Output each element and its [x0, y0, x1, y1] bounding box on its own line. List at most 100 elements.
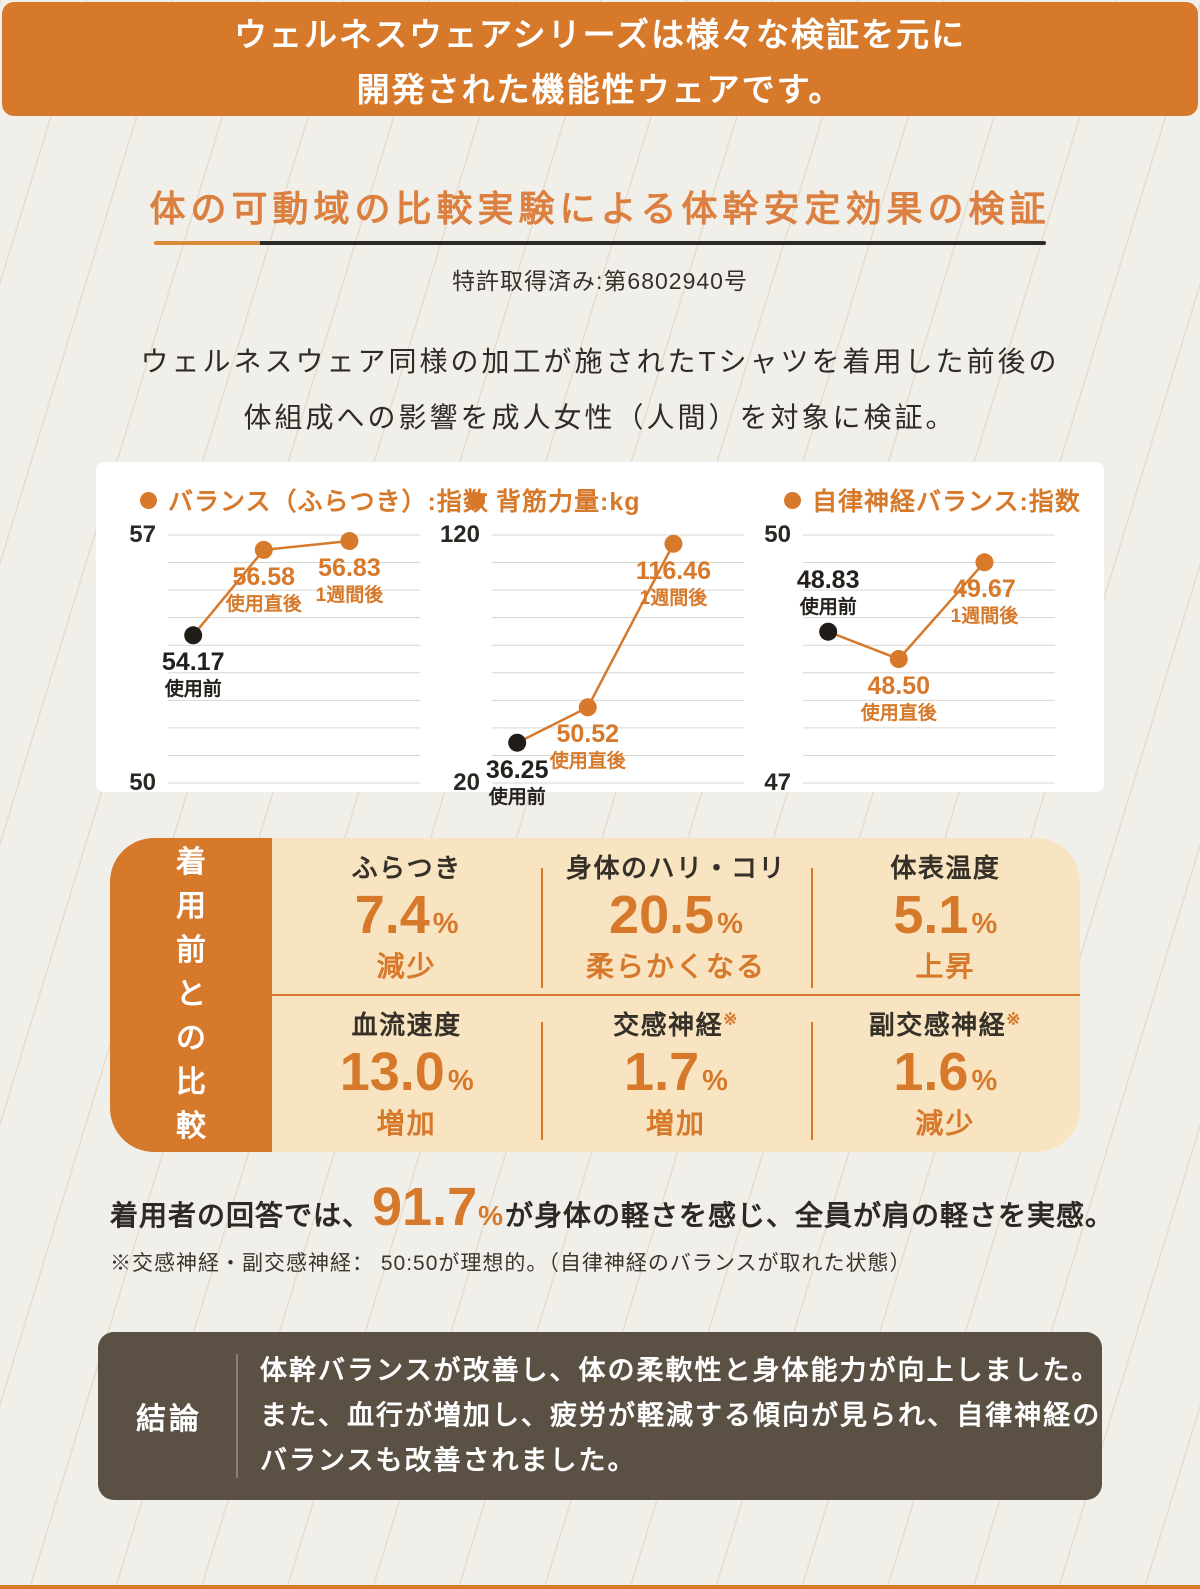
cell-value-unit: % [971, 908, 998, 941]
cell-metric-label: ふらつき [351, 853, 462, 884]
cell-value-unit: % [717, 908, 743, 941]
cell-note-mark: ※ [723, 1009, 739, 1029]
cell-value: 5.1% [893, 885, 998, 946]
chart-point [254, 540, 273, 559]
table-column-divider [541, 868, 543, 988]
chart-point [664, 534, 683, 553]
table-column-divider [811, 1022, 813, 1140]
comparison-cell: 血流速度 13.0% 増加 [272, 995, 541, 1152]
cell-value-number: 1.6 [893, 1042, 969, 1103]
comparison-cell: 身体のハリ・コリ 20.5% 柔らかくなる [541, 838, 810, 995]
experiment-description: ウェルネスウェア同様の加工が施されたTシャツを着用した前後の 体組成への影響を成… [0, 334, 1200, 446]
point-value: 48.83 [796, 566, 860, 595]
cell-value-unit: % [971, 1065, 998, 1098]
point-value: 56.58 [232, 562, 296, 591]
chart-point [819, 622, 838, 641]
conclusion-box: 結論 体幹バランスが改善し、体の柔軟性と身体能力が向上しました。 また、血行が増… [98, 1332, 1102, 1500]
cell-value: 1.7% [624, 1043, 728, 1102]
cell-value: 20.5% [609, 885, 743, 946]
point-category: 使用前 [164, 679, 222, 701]
point-label: 48.50 使用直後 [824, 672, 974, 724]
banner-line-1: ウェルネスウェアシリーズは様々な検証を元に [233, 15, 967, 53]
chart-plot-area [168, 532, 420, 784]
point-category: 使用直後 [549, 751, 626, 773]
point-label: 50.52 使用直後 [513, 720, 663, 772]
point-value: 56.83 [318, 554, 381, 583]
axis-max-label: 50 [764, 521, 791, 548]
point-label: 54.17 使用前 [118, 648, 268, 700]
point-category: 1週間後 [950, 606, 1019, 628]
legend-autonomic: 自律神経バランス:指数 [784, 482, 1081, 518]
point-value: 50.52 [556, 720, 620, 749]
point-value: 36.25 [485, 755, 549, 784]
survey-prefix: 着用者の回答では、 [110, 1200, 372, 1231]
legend-dot-icon [140, 491, 157, 509]
table-column-divider [811, 868, 813, 988]
point-category: 1週間後 [639, 587, 708, 609]
conclusion-label: 結論 [136, 1403, 202, 1436]
section-heading: 体の可動域の比較実験による体幹安定効果の検証 特許取得済み:第6802940号 [0, 180, 1200, 296]
cell-effect: 柔らかくなる [585, 950, 766, 982]
comparison-sidebar-label: 着用前との比較 [110, 838, 272, 1152]
line-chart-back-strength: 120 20 36.25 使用前 50.52 使用直後 116.46 1週間後 [440, 521, 744, 808]
cell-value: 7.4% [354, 885, 459, 946]
comparison-cell: 副交感神経※ 1.6% 減少 [811, 995, 1080, 1152]
point-category: 使用直後 [860, 703, 937, 724]
point-category: 使用直後 [225, 593, 302, 615]
cell-metric-label: 身体のハリ・コリ [565, 853, 786, 884]
comparison-cell: 体表温度 5.1% 上昇 [811, 838, 1080, 995]
cell-metric-label: 血流速度 [351, 1010, 462, 1041]
cell-value-number: 13.0 [339, 1042, 445, 1103]
chart-point [889, 650, 908, 668]
legend-label: 背筋力量:kg [496, 488, 641, 516]
chart-point [184, 626, 203, 645]
cell-effect: 上昇 [915, 950, 976, 982]
survey-percentage: 91.7 [372, 1177, 478, 1237]
point-category: 使用前 [799, 597, 857, 619]
point-value: 116.46 [635, 556, 711, 585]
cell-value-unit: % [432, 908, 459, 941]
axis-min-label: 47 [764, 769, 791, 796]
point-label: 116.46 1週間後 [598, 557, 748, 609]
sidebar-char: 較 [176, 1110, 206, 1143]
bottom-accent-bar [0, 1585, 1200, 1589]
comparison-cells: ふらつき 7.4% 減少 身体のハリ・コリ 20.5% 柔らかくなる 体表温度 5.1% 上昇血… [272, 838, 1080, 1152]
point-value: 54.17 [161, 648, 225, 677]
cell-note-mark: ※ [1006, 1009, 1022, 1029]
conclusion-line-3: バランスも改善されました。 [260, 1445, 637, 1476]
cell-value-unit: % [702, 1065, 728, 1098]
point-value: 48.50 [867, 672, 931, 700]
description-line-1: ウェルネスウェア同様の加工が施されたTシャツを着用した前後の [140, 346, 1060, 377]
cell-effect: 減少 [915, 1107, 976, 1139]
cell-value-number: 7.4 [354, 885, 430, 946]
sidebar-char: と [176, 978, 206, 1011]
table-column-divider [541, 1022, 543, 1140]
axis-max-label: 57 [129, 521, 156, 548]
cell-value: 1.6% [893, 1042, 998, 1103]
survey-suffix: が身体の軽さを感じ、全員が肩の軽さを実感。 [505, 1200, 1115, 1231]
legend-balance: バランス（ふらつき）:指数 [140, 482, 489, 518]
table-row-divider [272, 994, 1080, 996]
banner-line-2: 開発された機能性ウェアです。 [356, 70, 844, 108]
sidebar-char: 着 [176, 846, 206, 879]
cell-metric-label: 交感神経※ [613, 1009, 739, 1041]
legend-label: 自律神経バランス:指数 [812, 488, 1081, 516]
cell-effect: 増加 [376, 1107, 437, 1139]
chart-point [508, 733, 527, 752]
title-underline [154, 241, 1046, 245]
chart-plot-area [492, 534, 744, 784]
page-title: 体の可動域の比較実験による体幹安定効果の検証 [149, 188, 1051, 229]
conclusion-line-1: 体幹バランスが改善し、体の柔軟性と身体能力が向上しました。 [260, 1355, 1101, 1386]
chart-point [340, 532, 359, 551]
comparison-cell: 交感神経※ 1.7% 増加 [541, 995, 810, 1152]
comparison-table: 着用前との比較 ふらつき 7.4% 減少 身体のハリ・コリ 20.5% 柔らかくなる 体表温… [110, 838, 1080, 1152]
point-label: 48.83 使用前 [753, 566, 903, 618]
point-category: 1週間後 [315, 585, 384, 607]
cell-value-number: 5.1 [893, 885, 969, 946]
cell-value-number: 20.5 [609, 885, 715, 946]
legend-dot-icon [468, 491, 485, 509]
legend-dot-icon [784, 491, 801, 509]
point-label: 49.67 1週間後 [909, 575, 1059, 627]
cell-metric-label: 体表温度 [890, 853, 1001, 884]
